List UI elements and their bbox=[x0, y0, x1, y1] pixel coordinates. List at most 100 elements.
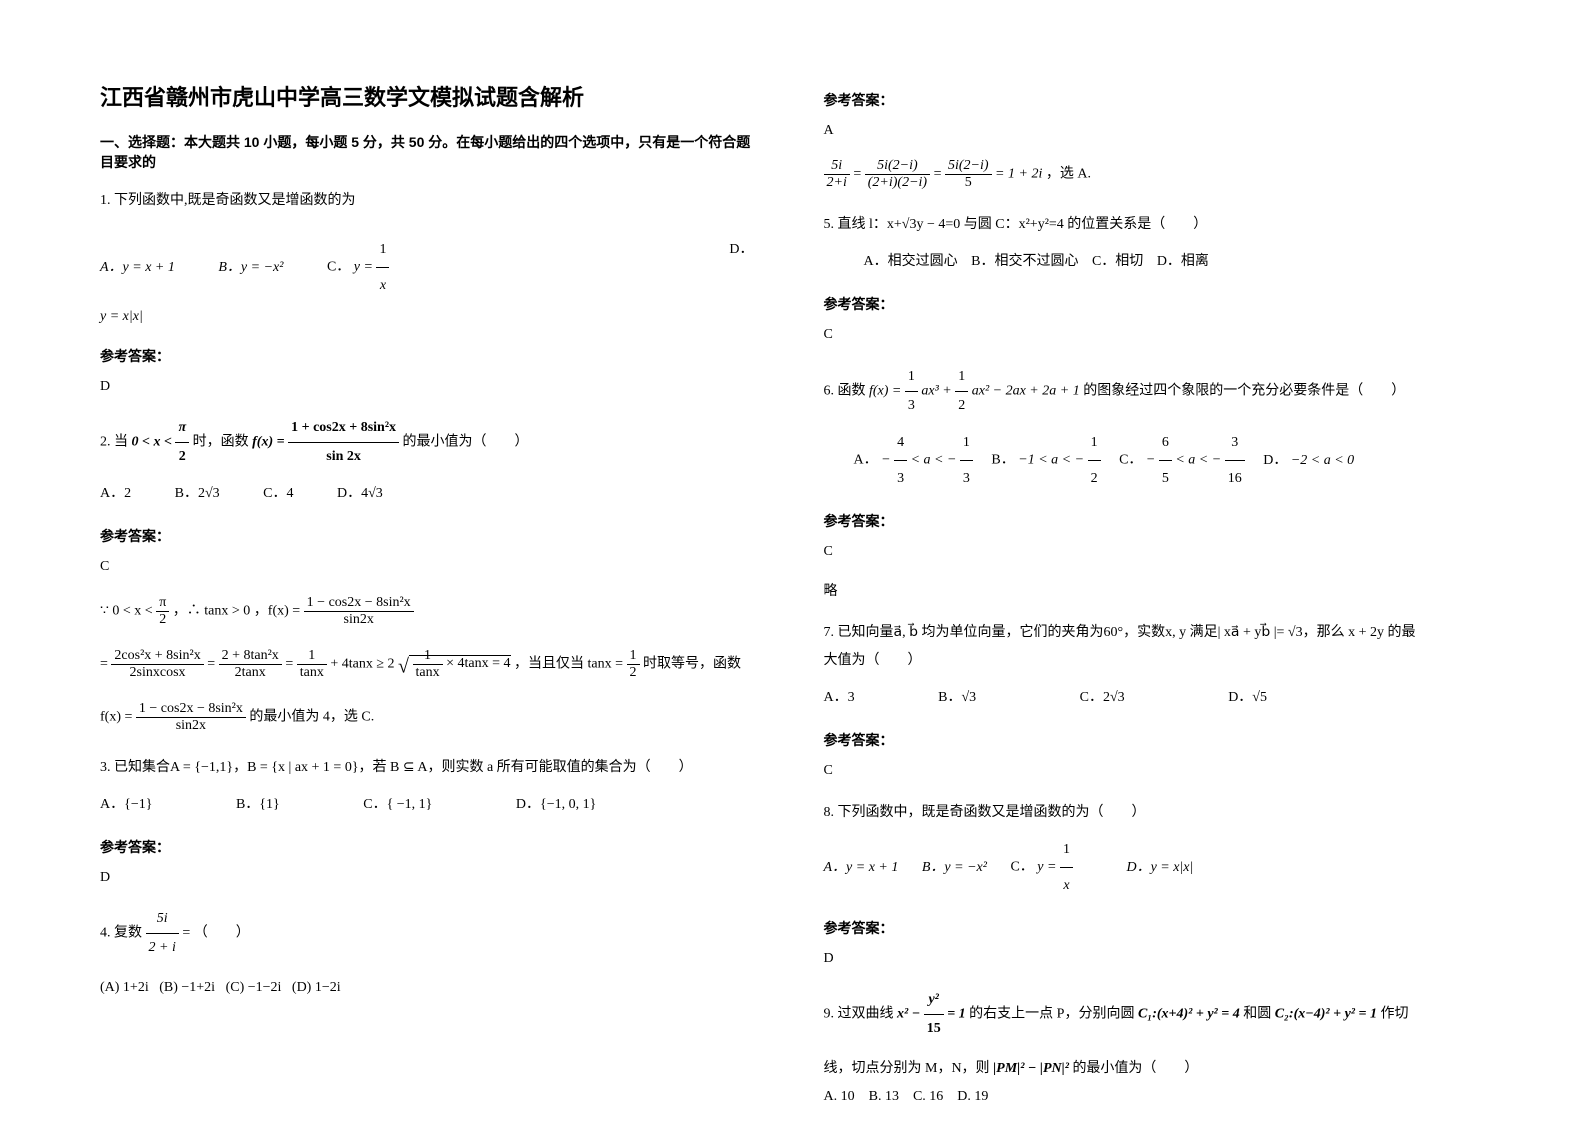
q2-sol3-den: sin2x bbox=[136, 718, 246, 734]
q4-sol-c-num: 5i(2−i) bbox=[945, 158, 992, 175]
q1-options: A．y = x + 1 B．y = −x² C． y = 1 x D． bbox=[100, 232, 764, 303]
q1-opt-b: B．y = −x² bbox=[218, 250, 283, 285]
q6-opt-a-left: − bbox=[881, 452, 890, 467]
q6-opt-b-text: −1 < a < − bbox=[1018, 452, 1084, 467]
question-7: 7. 已知向量a⃗, b⃗ 均为单位向量，它们的夹角为60°，实数x, y 满足… bbox=[824, 619, 1488, 715]
q9-eq-left: x² − bbox=[897, 1006, 924, 1021]
q2-sol1-c: ，f(x) = bbox=[254, 603, 304, 618]
q4-sol-a-den: 2+i bbox=[824, 175, 850, 191]
q2-sol2-f: × 4tanx = 4 bbox=[446, 656, 510, 671]
q6-options: A． − 4 3 < a < − 1 3 B． −1 < a < − bbox=[824, 425, 1488, 496]
q4-suffix: （ ） bbox=[194, 926, 250, 941]
q1-opt-d2: y = x|x| bbox=[100, 303, 764, 331]
q1-text: 1. 下列函数中,既是奇函数又是增函数的为 bbox=[100, 187, 764, 215]
q2-sol2-d: + 4tanx ≥ 2 bbox=[330, 656, 394, 671]
q5-answer: C bbox=[824, 322, 1488, 347]
q2-sol2-a-den: 2sinxcosx bbox=[111, 665, 203, 681]
q2-sol2-h-den: 2 bbox=[627, 665, 640, 681]
q9-suffix: 作切 bbox=[1380, 1006, 1408, 1021]
q2-sol1-c-den: sin2x bbox=[304, 612, 414, 628]
q2-func-frac: 1 + cos2x + 8sin²x sin 2x bbox=[288, 414, 399, 471]
q4-sol-a-num: 5i bbox=[824, 158, 850, 175]
question-6: 6. 函数 f(x) = 1 3 ax³ + 1 2 ax² − 2ax + 2… bbox=[824, 363, 1488, 496]
answer-label-4: 参考答案： bbox=[824, 90, 1488, 110]
q8-text: 8. 下列函数中，既是奇函数又是增函数的为（ ） bbox=[824, 799, 1488, 827]
q2-sol2-b-num: 2 + 8tan²x bbox=[219, 648, 282, 665]
q2-sol-line3: f(x) = 1 − cos2x − 8sin²x sin2x 的最小值为 4，… bbox=[100, 701, 764, 734]
q2-opt-d: D．4√3 bbox=[337, 476, 383, 511]
q2-func-left: f(x) = bbox=[252, 435, 288, 450]
q2-cond-frac: π 2 bbox=[175, 414, 189, 471]
q4-frac: 5i 2 + i bbox=[146, 905, 179, 962]
q2-sol2-b-frac: 2 + 8tan²x 2tanx bbox=[219, 648, 282, 681]
q1-opt-d: D． bbox=[729, 232, 753, 267]
q2-mid: 时，函数 bbox=[193, 435, 249, 450]
q4-sol-e: ，选 A. bbox=[1046, 167, 1091, 182]
q6-opt-d: D． −2 < a < 0 bbox=[1263, 443, 1354, 478]
q6-opt-c: C． − 6 5 < a < − 3 16 bbox=[1119, 425, 1245, 496]
q2-sol3-num: 1 − cos2x − 8sin²x bbox=[136, 701, 246, 718]
left-column: 江西省赣州市虎山中学高三数学文模拟试题含解析 一、选择题：本大题共 10 小题，… bbox=[100, 80, 764, 1042]
q1-opt-a: A．y = x + 1 bbox=[100, 250, 175, 285]
q2-sol2-a: = bbox=[100, 656, 111, 671]
q6-b-den: 2 bbox=[1088, 461, 1101, 496]
q1-c-num: 1 bbox=[376, 232, 389, 268]
q6-t2-suf: ax² − 2ax + 2a + 1 bbox=[972, 383, 1080, 398]
q5-opt-b: B．相交不过圆心 bbox=[971, 244, 1078, 279]
q8-opt-b: B．y = −x² bbox=[922, 850, 987, 885]
q2-cond-num: π bbox=[175, 414, 189, 443]
question-8: 8. 下列函数中，既是奇函数又是增函数的为（ ） A．y = x + 1 B．y… bbox=[824, 799, 1488, 903]
q6-opt-b: B． −1 < a < − 1 2 bbox=[991, 425, 1100, 496]
q2-sol2-c-num: 1 bbox=[297, 648, 327, 665]
page-title: 江西省赣州市虎山中学高三数学文模拟试题含解析 bbox=[100, 80, 764, 112]
question-3: 3. 已知集合A = {−1,1}，B = {x | ax + 1 = 0}，若… bbox=[100, 754, 764, 822]
q4-prefix: 4. 复数 bbox=[100, 926, 142, 941]
q6-func: f(x) = bbox=[869, 383, 905, 398]
q2-sol3-frac: 1 − cos2x − 8sin²x sin2x bbox=[136, 701, 246, 734]
q3-options: A．{−1} B．{1} C．{ −1, 1} D．{−1, 0, 1} bbox=[100, 787, 764, 822]
q6-c-r-frac: 3 16 bbox=[1225, 425, 1245, 496]
q3-answer: D bbox=[100, 865, 764, 890]
q9-eq-right: = 1 bbox=[947, 1006, 965, 1021]
q2-sol2-e-num: 1 bbox=[413, 648, 443, 665]
q2-sol2-g: ，当且仅当 bbox=[514, 656, 584, 671]
q6-prefix: 6. 函数 bbox=[824, 383, 866, 398]
q7-opt-d: D．√5 bbox=[1228, 680, 1267, 715]
answer-label-1: 参考答案： bbox=[100, 346, 764, 366]
q4-sol-a-frac: 5i 2+i bbox=[824, 158, 850, 191]
q2-sol2-i: 时取等号，函数 bbox=[643, 656, 741, 671]
q2-sol2-a-frac: 2cos²x + 8sin²x 2sinxcosx bbox=[111, 648, 203, 681]
q4-eq: = bbox=[182, 926, 193, 941]
q3-opt-b: B．{1} bbox=[236, 787, 280, 822]
q3-opt-a: A．{−1} bbox=[100, 787, 152, 822]
q8-opt-d: D．y = x|x| bbox=[1126, 850, 1193, 885]
q9-and: 和圆 bbox=[1243, 1006, 1271, 1021]
q9-line2-wrap: 线，切点分别为 M，N，则 |PM|² − |PN|² 的最小值为（ ） bbox=[824, 1055, 1488, 1083]
q2-sol-line2: = 2cos²x + 8sin²x 2sinxcosx = 2 + 8tan²x… bbox=[100, 648, 764, 681]
q8-answer: D bbox=[824, 946, 1488, 971]
q6-t1-num: 1 bbox=[905, 363, 918, 392]
q6-c-l-den: 5 bbox=[1159, 461, 1172, 496]
answer-label-2: 参考答案： bbox=[100, 526, 764, 546]
q6-suffix: 的图象经过四个象限的一个充分必要条件是（ ） bbox=[1083, 383, 1405, 398]
q4-sol-d: = 1 + 2i bbox=[995, 167, 1042, 182]
q2-prefix: 2. 当 bbox=[100, 435, 128, 450]
q2-sol1-c-frac: 1 − cos2x − 8sin²x sin2x bbox=[304, 595, 414, 628]
q6-opt-c-left: − bbox=[1146, 452, 1155, 467]
question-5: 5. 直线 l：x+√3y − 4=0 与圆 C：x²+y²=4 的位置关系是（… bbox=[824, 211, 1488, 279]
q1-opt-c: C． y = 1 x bbox=[327, 232, 390, 303]
q7-opt-a: A．3 bbox=[824, 680, 855, 715]
q6-opt-a-mid: < a < − bbox=[911, 452, 957, 467]
q4-answer: A bbox=[824, 118, 1488, 143]
q3-opt-d: D．{−1, 0, 1} bbox=[516, 787, 596, 822]
answer-label-6: 参考答案： bbox=[824, 511, 1488, 531]
q2-options: A．2 B．2√3 C．4 D．4√3 bbox=[100, 476, 764, 511]
q4-sol-b: = bbox=[853, 167, 864, 182]
q2-sol2-h-num: 1 bbox=[627, 648, 640, 665]
q6-a-l-den: 3 bbox=[894, 461, 907, 496]
q2-sol3-b: 的最小值为 4，选 C. bbox=[249, 709, 374, 724]
q2-sol-line1: ∵ 0 < x < π 2 ，∴ tanx > 0 ，f(x) = 1 − co… bbox=[100, 595, 764, 628]
q2-sol2-h: tanx = bbox=[588, 656, 627, 671]
q4-opts: (A) 1+2i (B) −1+2i (C) −1−2i (D) 1−2i bbox=[100, 974, 764, 1002]
q7-answer: C bbox=[824, 758, 1488, 783]
